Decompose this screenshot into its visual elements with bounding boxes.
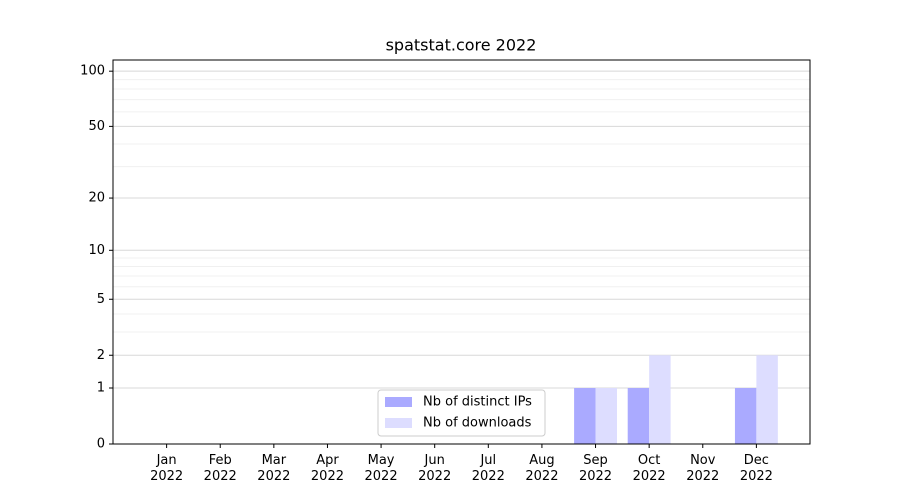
chart-title: spatstat.core 2022 [386,36,537,55]
x-tick-label: Nov 2022 [686,453,720,484]
bar [734,388,757,444]
y-tick-label: 5 [97,292,105,307]
x-tick-label: Sep 2022 [578,453,613,484]
x-tick-label: Jun 2022 [418,453,452,484]
y-tick-label: 20 [88,191,105,206]
x-tick-label: Oct 2022 [632,453,666,484]
bar [756,355,778,444]
bar [595,388,617,444]
legend-label: Nb of downloads [423,416,532,431]
y-tick-label: 100 [80,64,105,79]
x-tick-label: Mar 2022 [257,453,291,484]
legend-swatch [385,418,412,428]
legend-box [377,389,546,437]
x-tick-label: Jul 2022 [471,453,505,484]
bar [574,388,596,444]
y-tick-label: 50 [88,119,105,134]
plot-frame [112,59,811,445]
x-tick-label: Jan 2022 [150,453,184,484]
y-tick-label: 10 [88,243,105,258]
x-tick-label: Dec 2022 [739,453,773,484]
x-tick-label: Aug 2022 [525,453,559,484]
bar [627,388,650,444]
bar [649,355,671,444]
y-tick-label: 1 [97,381,105,396]
y-tick-label: 0 [97,437,105,452]
x-tick-label: May 2022 [364,453,398,484]
x-tick-label: Apr 2022 [310,453,344,484]
legend: Nb of distinct IPs Nb of downloads [377,389,546,437]
legend-swatch [385,397,412,407]
x-tick-label: Feb 2022 [203,453,237,484]
legend-label: Nb of distinct IPs [423,395,532,410]
y-tick-label: 2 [97,348,105,363]
